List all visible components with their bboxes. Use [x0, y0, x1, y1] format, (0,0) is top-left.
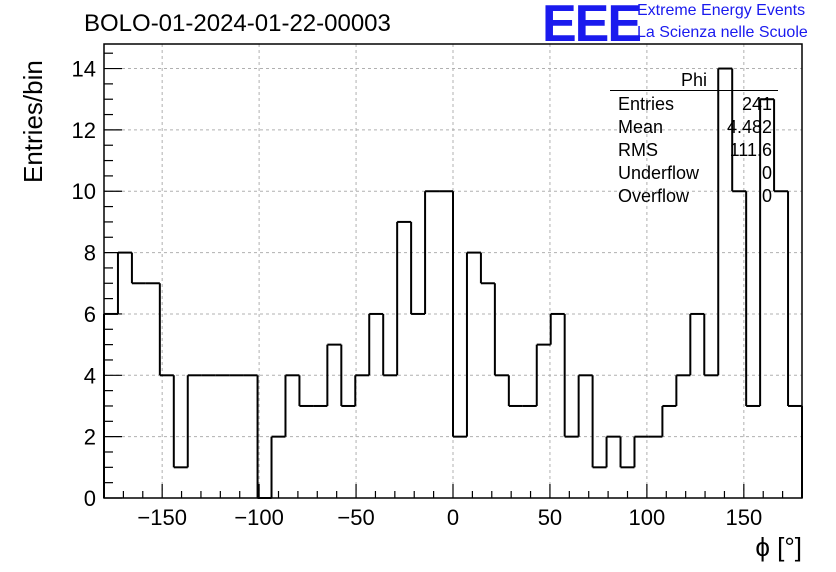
y-tick-label: 12: [72, 118, 96, 143]
stats-value: 0: [761, 163, 772, 183]
axes-ticks: −150 −100 −50 0 50 100 150 0 2 4 6 8 10 12 14: [72, 52, 803, 530]
stats-key: Entries: [618, 94, 675, 114]
histogram-bins: [103, 67, 803, 499]
eee-logo-mark: EEE: [542, 0, 642, 53]
y-tick-label: 8: [84, 241, 96, 266]
chart-title: BOLO-01-2024-01-22-00003: [84, 10, 391, 37]
x-tick-label: −150: [137, 505, 187, 530]
stats-value: 0: [761, 186, 772, 206]
stats-value: 4.482: [726, 117, 772, 137]
y-axis-label: Entries/bin: [18, 60, 48, 183]
y-tick-label: 14: [72, 57, 96, 82]
stats-title: Phi: [610, 70, 778, 91]
y-tick-label: 4: [84, 363, 96, 388]
stats-key: RMS: [618, 140, 658, 160]
stats-key: Mean: [618, 117, 664, 137]
y-tick-label: 2: [84, 425, 96, 450]
stats-key: Underflow: [618, 163, 700, 183]
logo-line-2: La Scienza nelle Scuole: [637, 24, 808, 41]
stats-row-underflow: Underflow 0: [610, 162, 778, 185]
stats-row-rms: RMS 111.6: [610, 139, 778, 162]
x-tick-label: −100: [234, 505, 284, 530]
stats-row-entries: Entries 241: [610, 93, 778, 116]
stats-value: 241: [741, 94, 772, 114]
y-tick-label: 10: [72, 179, 96, 204]
stats-key: Overflow: [618, 186, 690, 206]
x-tick-label: 100: [629, 505, 666, 530]
stats-box: Phi Entries 241 Mean 4.482 RMS 111.6 Und…: [610, 70, 778, 208]
stats-row-overflow: Overflow 0: [610, 185, 778, 208]
logo-line-1: Extreme Energy Events: [637, 2, 806, 19]
stats-row-mean: Mean 4.482: [610, 116, 778, 139]
x-tick-label: 150: [725, 505, 762, 530]
x-tick-label: 50: [538, 505, 562, 530]
y-tick-label: 0: [84, 486, 96, 511]
x-axis-label: ϕ [°]: [755, 532, 802, 562]
x-tick-label: −50: [337, 505, 374, 530]
stats-value: 111.6: [729, 140, 772, 160]
y-tick-label: 6: [84, 302, 96, 327]
x-tick-label: 0: [447, 505, 459, 530]
